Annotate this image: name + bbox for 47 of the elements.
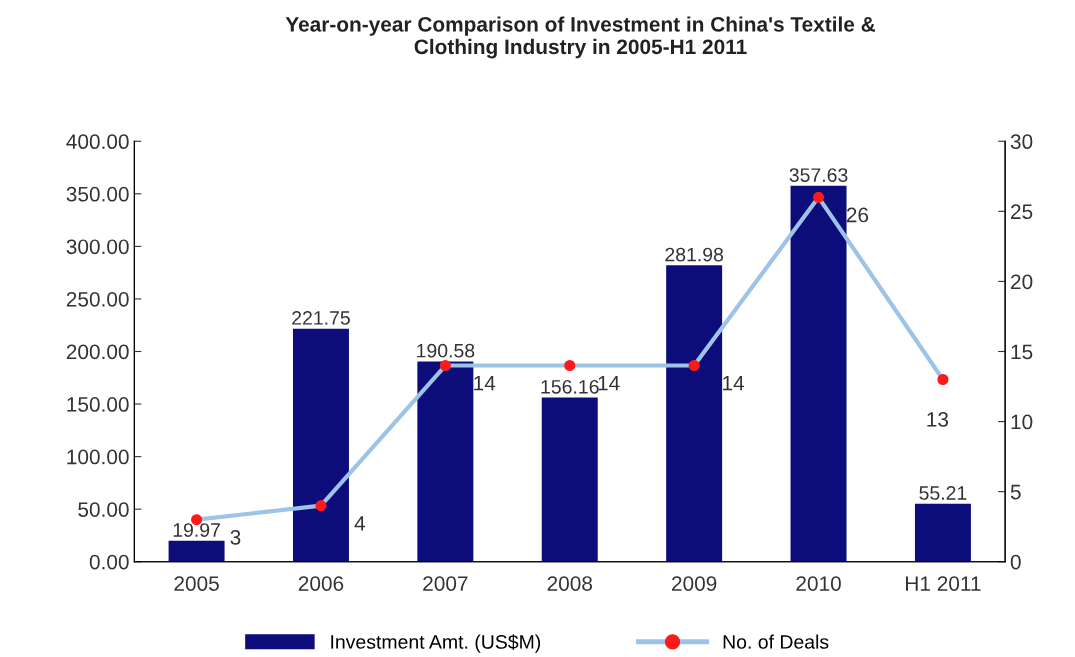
bar xyxy=(914,503,971,562)
y-tick-label: 300.00 xyxy=(66,239,129,255)
legend-label: Investment Amt. (US$M) xyxy=(331,634,541,653)
y-tick-label: 350.00 xyxy=(66,186,129,202)
data-label: 221.75 xyxy=(292,311,350,325)
data-label: 13 xyxy=(927,412,949,427)
y2-tick-label: 10 xyxy=(1011,414,1033,430)
y-tick-label: 100.00 xyxy=(67,449,129,465)
y-tick-label: 400.00 xyxy=(66,134,129,150)
x-tick-label: 2008 xyxy=(547,576,593,591)
y2-tick-label: 25 xyxy=(1011,204,1033,220)
legend-label: No. of Deals xyxy=(723,634,829,649)
data-label: 55.21 xyxy=(919,486,967,500)
x-tick-label: 2010 xyxy=(796,576,841,591)
data-label: 19.97 xyxy=(173,523,220,537)
data-label: 357.63 xyxy=(789,168,848,182)
data-label: 14 xyxy=(723,376,745,391)
y-tick-label: 200.00 xyxy=(66,344,129,360)
bar xyxy=(292,328,349,562)
y2-tick-label: 0 xyxy=(1010,554,1021,570)
y-tick-label: 50.00 xyxy=(78,502,129,517)
data-label: 4 xyxy=(354,516,366,531)
y2-tick-label: 20 xyxy=(1011,274,1033,290)
y-tick-label: 0.00 xyxy=(89,554,129,570)
data-label: 156.16 xyxy=(541,379,599,394)
x-tick-label: 2009 xyxy=(672,576,717,591)
data-label: 14 xyxy=(598,376,620,391)
y-tick-label: 250.00 xyxy=(66,291,129,307)
y-tick-label: 150.00 xyxy=(67,397,129,412)
bar xyxy=(666,265,723,562)
y2-tick-label: 5 xyxy=(1010,484,1021,500)
y2-tick-label: 15 xyxy=(1011,344,1033,360)
bar xyxy=(168,540,225,562)
bar xyxy=(790,185,847,562)
x-tick-label: 2007 xyxy=(423,576,468,591)
data-label: 190.58 xyxy=(417,343,475,358)
y2-tick-label: 30 xyxy=(1010,134,1033,150)
data-label: 14 xyxy=(474,376,496,391)
bar xyxy=(541,397,598,562)
chart-title: Year-on-year Comparison of Investment in China's Textile & Clothing Industry in 2005-H1 2011 xyxy=(285,16,876,59)
x-tick-label: H1 2011 xyxy=(906,576,981,591)
bar xyxy=(417,361,474,562)
x-tick-label: 2006 xyxy=(298,576,344,591)
data-label: 26 xyxy=(846,207,869,223)
x-tick-label: 2005 xyxy=(174,576,219,591)
data-label: 3 xyxy=(230,529,241,545)
data-label: 281.98 xyxy=(665,247,724,262)
